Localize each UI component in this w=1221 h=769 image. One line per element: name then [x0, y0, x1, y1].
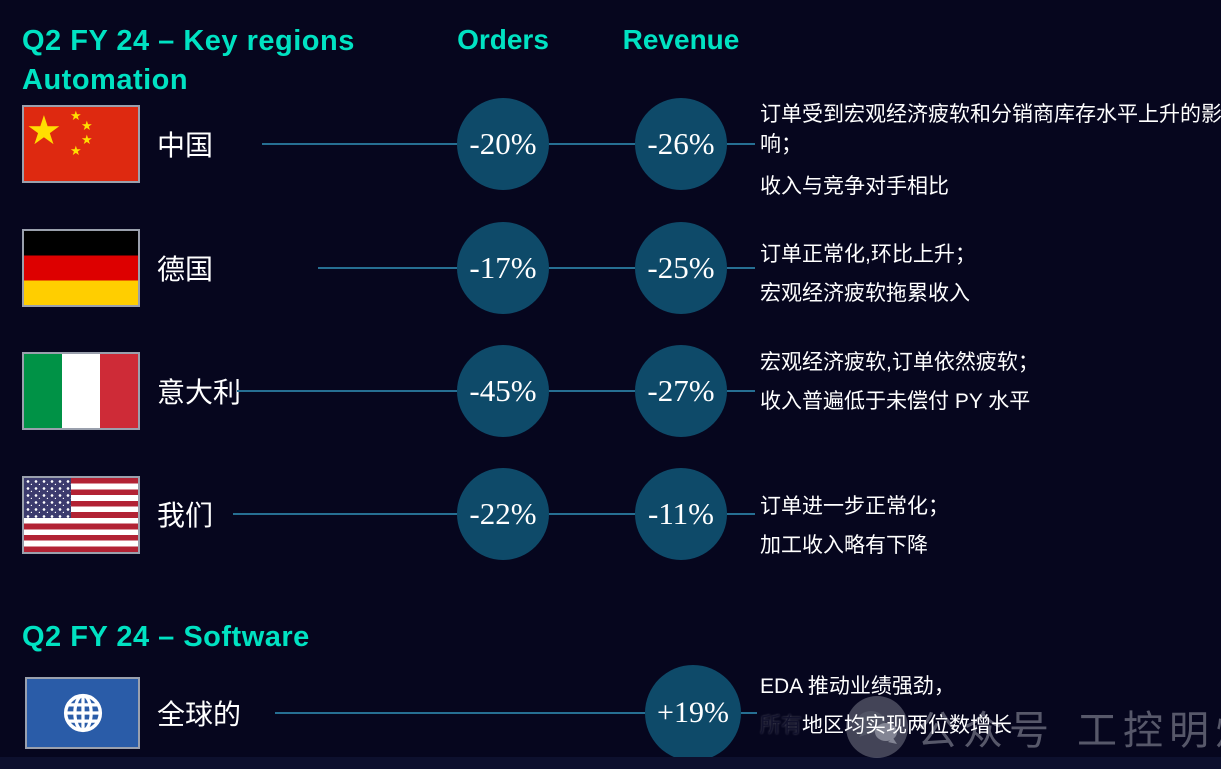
usa-flag-canton [24, 478, 71, 518]
column-header-orders: Orders [457, 24, 549, 55]
revenue-value-germany: -25% [635, 222, 727, 314]
wechat-icon [846, 696, 908, 758]
region-label-us: 我们 [157, 500, 214, 531]
connector-line [549, 267, 635, 269]
note-text: 地区均实现两位数增长 [802, 714, 1012, 737]
orders-value-china: -20% [457, 98, 549, 190]
revenue-value-italy: -27% [635, 345, 727, 437]
globe-icon [63, 693, 102, 733]
note-darkened-text: 所有 [760, 714, 802, 737]
note-line: 收入与竞争对手相比 [760, 175, 949, 198]
note-line: 订单受到宏观经济疲软和分销商库存水平上升的影响； [760, 103, 1221, 156]
connector-line [318, 267, 457, 269]
column-header-revenue: Revenue [622, 24, 740, 55]
note-line: EDA 推动业绩强劲， [760, 675, 955, 698]
china-flag-small-star: ★ [70, 108, 82, 123]
china-flag-small-star: ★ [70, 143, 82, 158]
title-line-1: Q2 FY 24 – Key regions [22, 25, 355, 57]
watermark-text-1: 公众号 [917, 709, 1055, 753]
china-flag-big-star: ★ [26, 109, 62, 153]
watermark-text-2: 工控明灯 [1077, 709, 1221, 753]
connector-line [549, 513, 635, 515]
usa-flag [22, 476, 140, 554]
region-label-italy: 意大利 [157, 377, 242, 408]
germany-flag [22, 229, 140, 307]
connector-line [233, 513, 457, 515]
title-line-2: Automation [22, 64, 189, 96]
note-line: 订单正常化,环比上升； [760, 243, 976, 266]
globe-box [25, 677, 140, 749]
notes-germany: 订单正常化,环比上升； 宏观经济疲软拖累收入 [760, 240, 1221, 309]
china-flag-small-star: ★ [81, 118, 93, 133]
connector-line [727, 143, 755, 145]
bottom-strip [0, 757, 1221, 769]
china-flag-small-star: ★ [81, 132, 93, 147]
connector-line [727, 390, 755, 392]
connector-line [549, 390, 635, 392]
notes-china: 订单受到宏观经济疲软和分销商库存水平上升的影响； 收入与竞争对手相比 [760, 100, 1221, 202]
region-label-global: 全球的 [157, 699, 242, 730]
orders-value-germany: -17% [457, 222, 549, 314]
region-label-germany: 德国 [157, 254, 214, 285]
italy-flag [22, 352, 140, 430]
growth-value-global: +19% [645, 665, 741, 761]
connector-line [262, 143, 457, 145]
note-line: 宏观经济疲软拖累收入 [760, 282, 970, 305]
connector-line [237, 390, 457, 392]
revenue-value-us: -11% [635, 468, 727, 560]
connector-line [727, 267, 755, 269]
china-flag: ★ ★ ★ ★ ★ [22, 105, 140, 183]
connector-line [741, 712, 757, 714]
note-line: 订单进一步正常化； [760, 495, 949, 518]
watermark: 公众号 工控明灯 [843, 693, 1221, 761]
note-line: 收入普遍低于未偿付 PY 水平 [760, 390, 1031, 413]
note-line: 加工收入略有下降 [760, 534, 928, 557]
orders-value-us: -22% [457, 468, 549, 560]
revenue-value-china: -26% [635, 98, 727, 190]
notes-italy: 宏观经济疲软,订单依然疲软； 收入普遍低于未偿付 PY 水平 [760, 348, 1221, 417]
notes-global: EDA 推动业绩强劲， 所有地区均实现两位数增长 [760, 672, 1221, 741]
page-title: Q2 FY 24 – Key regions Automation [22, 22, 355, 100]
software-section-title: Q2 FY 24 – Software [22, 621, 310, 653]
region-label-china: 中国 [157, 130, 214, 161]
note-line: 宏观经济疲软,订单依然疲软； [760, 351, 1039, 374]
connector-line [549, 143, 635, 145]
note-line: 所有地区均实现两位数增长 [760, 711, 1221, 741]
connector-line [275, 712, 645, 714]
notes-us: 订单进一步正常化； 加工收入略有下降 [760, 492, 1221, 561]
connector-line [727, 513, 755, 515]
orders-value-italy: -45% [457, 345, 549, 437]
